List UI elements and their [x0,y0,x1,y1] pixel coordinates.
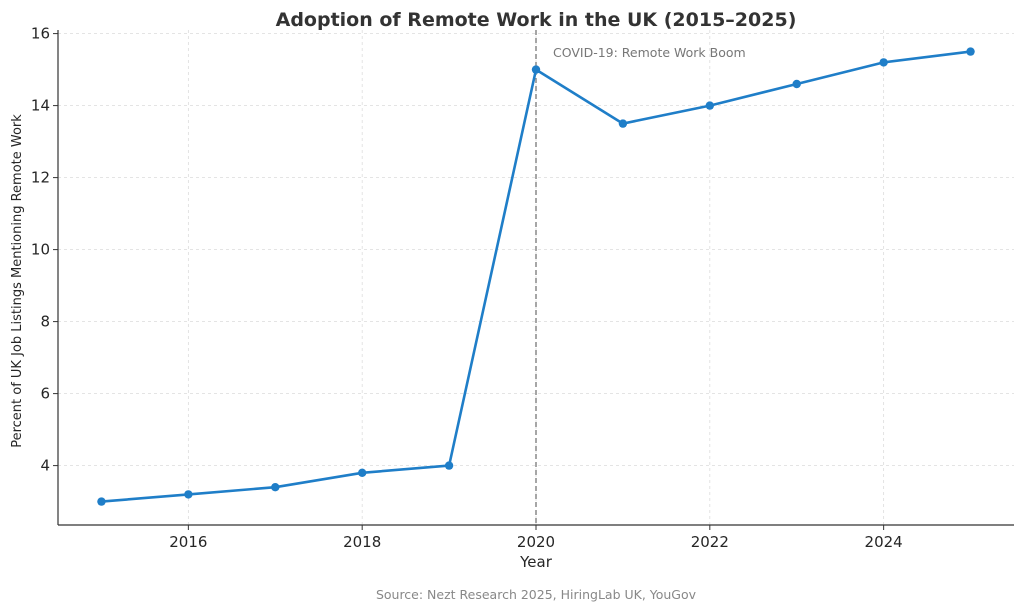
data-point [97,497,106,506]
x-tick-label: 2020 [517,533,555,551]
data-point [705,101,715,110]
y-axis-label: Percent of UK Job Listings Mentioning Re… [10,114,25,448]
data-point [271,483,280,492]
y-tick-label: 4 [40,457,50,475]
data-point [531,65,541,74]
data-point [792,79,801,89]
annotation-label: COVID-19: Remote Work Boom [553,45,746,60]
y-tick-label: 8 [40,313,50,331]
y-ticks: 4 6 8 10 12 14 16 [31,25,58,475]
x-tick-label: 2018 [343,533,381,551]
annotations: COVID-19: Remote Work Boom [535,30,746,525]
y-tick-label: 16 [31,25,50,43]
data-point [184,490,193,499]
data-point [618,119,628,128]
x-tick-label: 2016 [169,533,207,551]
chart-title: Adoption of Remote Work in the UK (2015–… [276,9,797,31]
y-tick-label: 12 [31,169,50,187]
y-tick-label: 6 [40,385,50,403]
y-tick-label: 14 [31,97,50,115]
data-point [444,461,454,470]
data-point [357,468,367,477]
source-note: Source: Nezt Research 2025, HiringLab UK… [376,587,697,602]
grid [58,30,1014,525]
y-tick-label: 10 [31,241,50,259]
x-tick-label: 2024 [865,533,903,551]
data-point [879,58,888,67]
series-layer [97,47,975,506]
data-point [966,47,975,56]
x-tick-label: 2022 [691,533,729,551]
x-ticks: 2016 2018 2020 2022 2024 [169,525,903,551]
x-axis-label: Year [519,553,553,571]
